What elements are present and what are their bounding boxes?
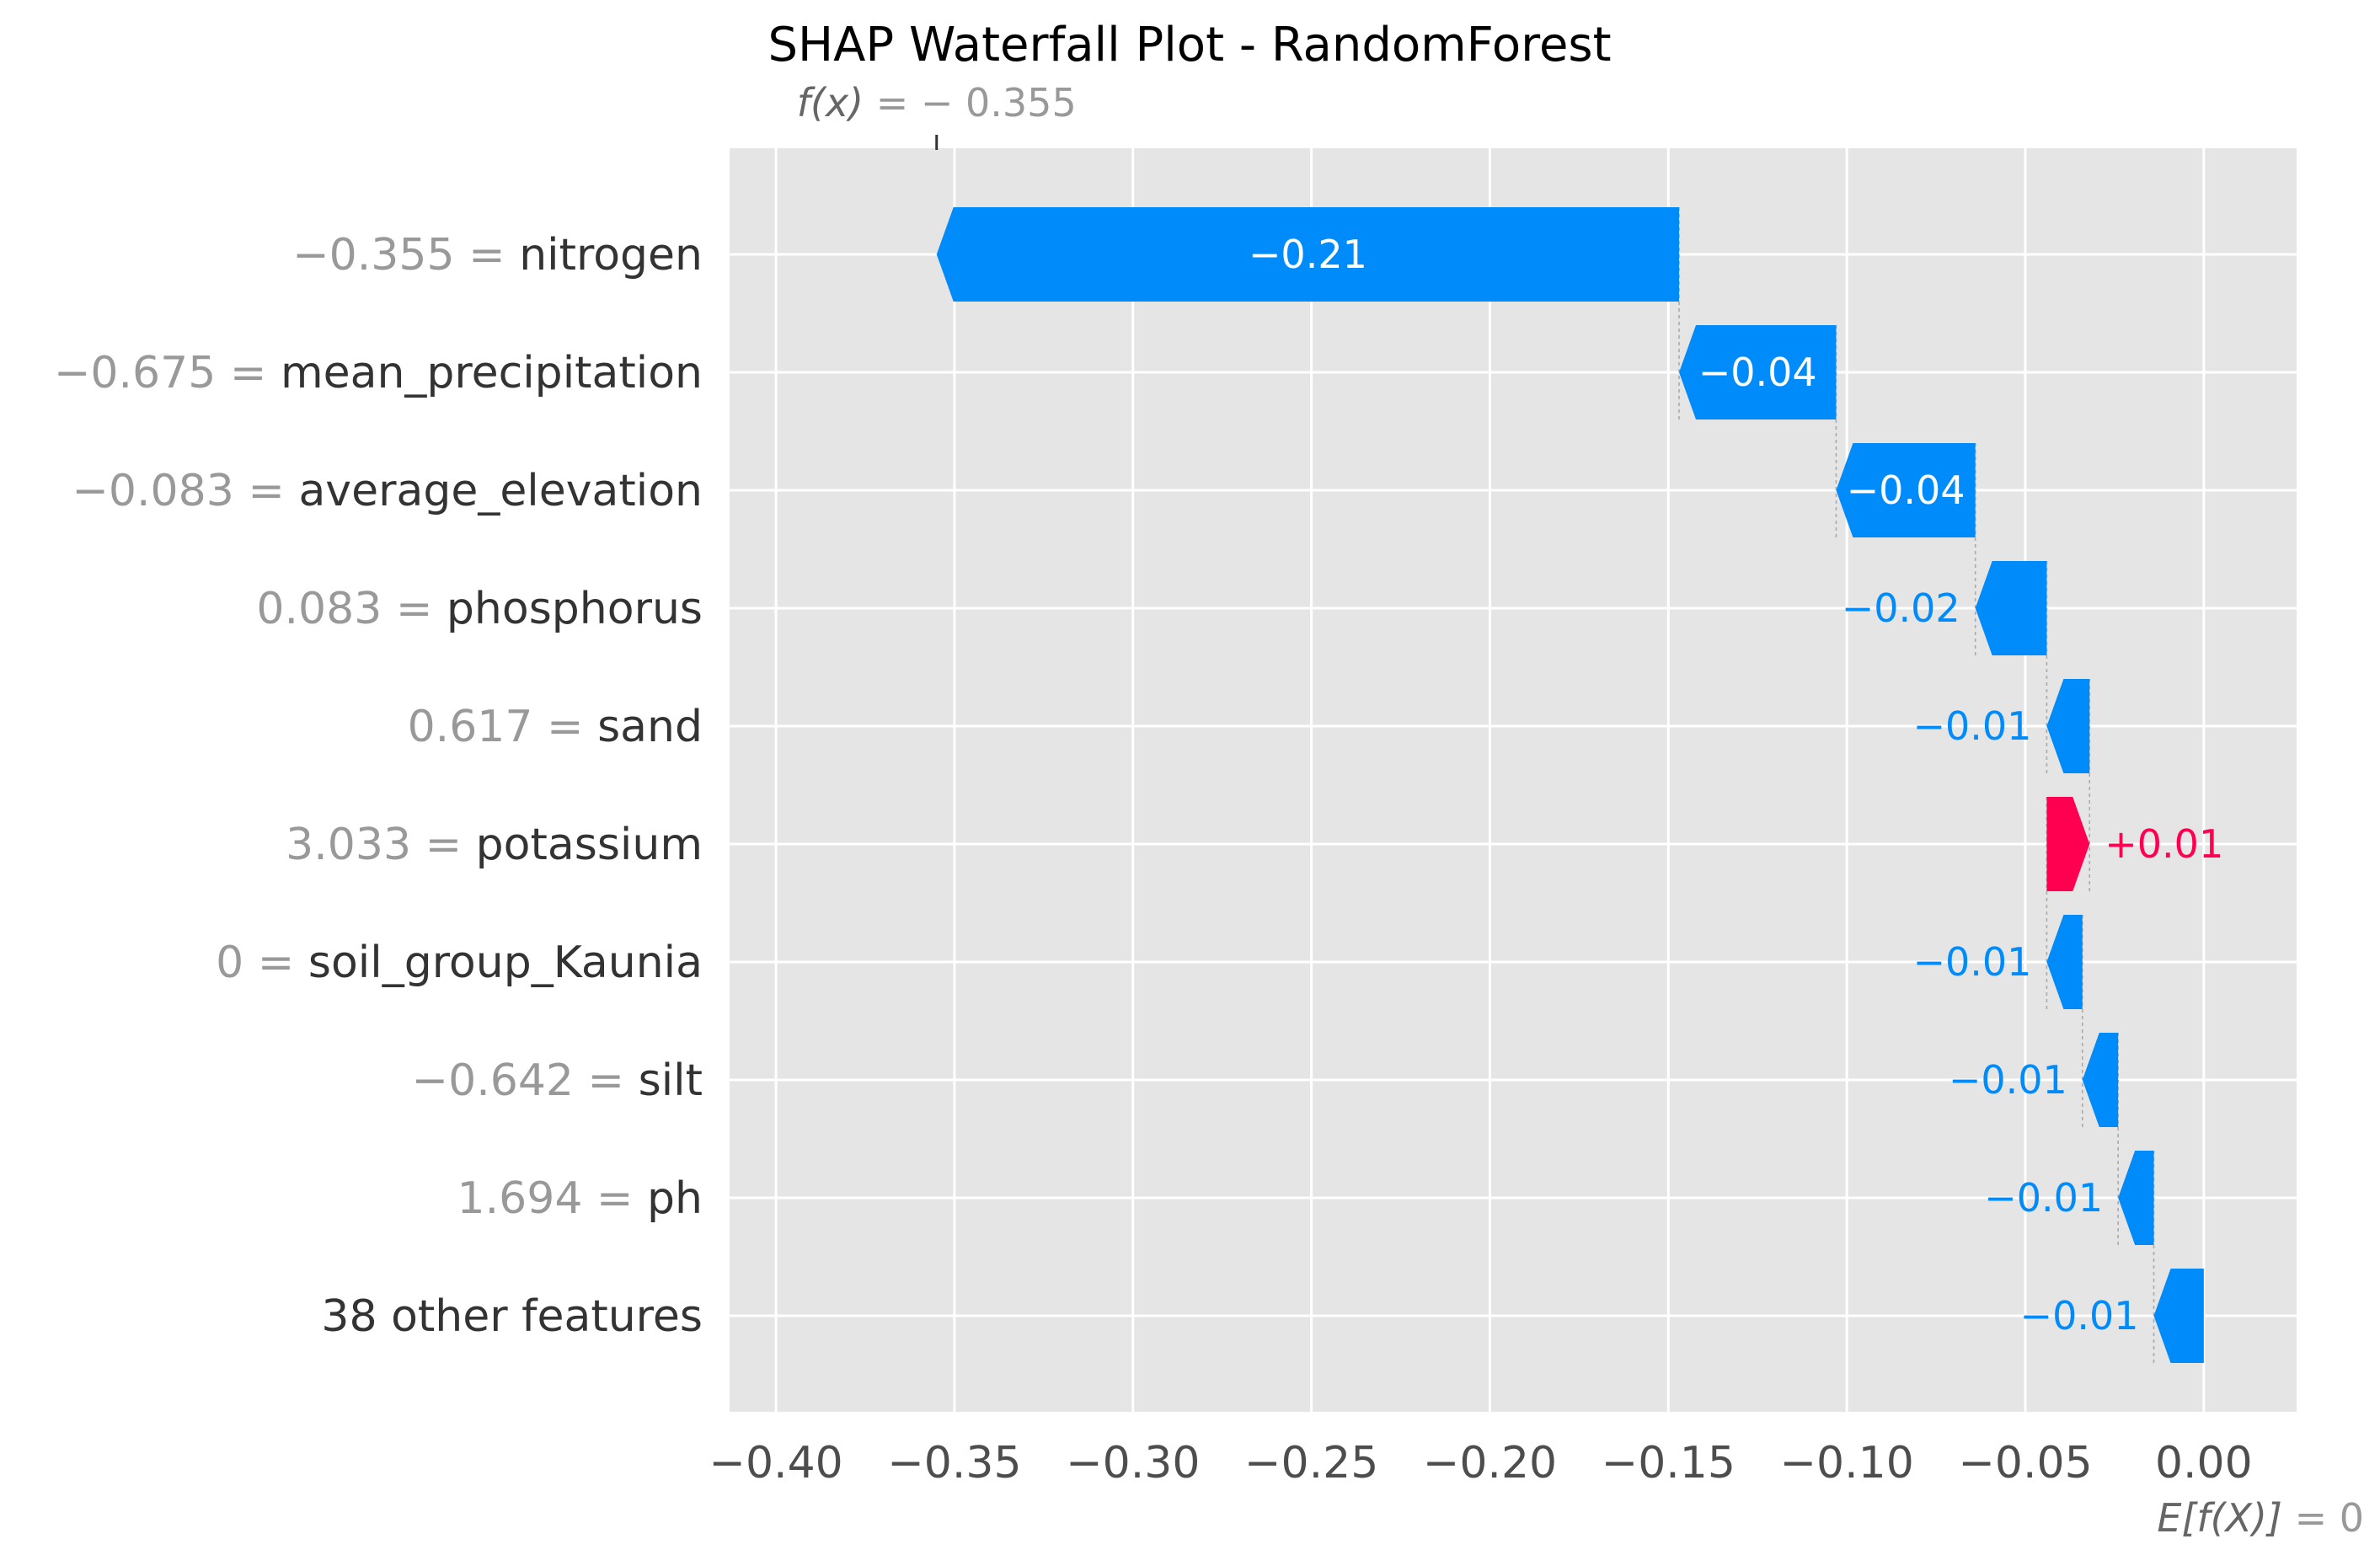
waterfall-bar [2082, 1033, 2119, 1127]
feature-name: soil_group_Kaunia [308, 938, 703, 988]
feature-label: −0.083 = average_elevation [72, 466, 703, 516]
bar-value-label: −0.02 [1842, 585, 1960, 631]
waterfall-bar [2046, 797, 2090, 891]
bar-value-label: −0.21 [1249, 232, 1367, 277]
bar-value-label: +0.01 [2105, 821, 2223, 867]
feature-label: 3.033 = potassium [286, 820, 703, 870]
fx-value: = − 0.355 [876, 80, 1077, 126]
expected-value: = 0 [2295, 1495, 2364, 1541]
x-tick-label: −0.40 [709, 1438, 842, 1488]
expected-value-label: E[f(X)] = 0 [2157, 1495, 2364, 1541]
feature-name: silt [639, 1055, 703, 1106]
feature-name: phosphorus [447, 584, 703, 634]
waterfall-bar [2046, 679, 2090, 773]
feature-label: −0.675 = mean_precipitation [54, 348, 703, 398]
expected-value-symbol: E[f(X)] [2157, 1495, 2294, 1541]
waterfall-bar [2046, 915, 2083, 1009]
plot-background [730, 148, 2297, 1412]
waterfall-bar [1836, 443, 1976, 537]
fx-symbol: f(x) [797, 80, 876, 126]
feature-name: average_elevation [298, 466, 703, 516]
bar-value-label: −0.01 [1949, 1057, 2067, 1103]
x-tick-label: 0.00 [2155, 1438, 2253, 1488]
waterfall-bar [1679, 325, 1837, 419]
bar-value-label: −0.01 [1912, 939, 2031, 985]
feature-value: 3.033 = [286, 820, 476, 870]
waterfall-bar [2118, 1151, 2154, 1245]
feature-label: 0 = soil_group_Kaunia [216, 938, 703, 988]
feature-label: 0.083 = phosphorus [256, 584, 703, 634]
feature-name: ph [647, 1173, 703, 1224]
bar-value-label: −0.01 [1984, 1175, 2103, 1221]
feature-name: 38 other features [321, 1291, 703, 1342]
waterfall-bar [936, 207, 1680, 302]
x-tick-label: −0.05 [1958, 1438, 2092, 1488]
feature-name: nitrogen [519, 230, 703, 281]
fx-label: f(x) = − 0.355 [797, 80, 1077, 126]
feature-label: 38 other features [321, 1291, 703, 1342]
feature-value: 0 = [216, 938, 308, 988]
bar-value-label: −0.04 [1698, 350, 1817, 395]
plot-area: −0.21 −0.355 = nitrogen −0.04 −0.675 = mean… [54, 80, 2364, 1541]
bar-value-label: −0.01 [2020, 1293, 2139, 1339]
feature-value: −0.675 = [54, 348, 281, 398]
x-tick-label: −0.15 [1602, 1438, 1736, 1488]
x-tick-label: −0.35 [887, 1438, 1021, 1488]
waterfall-bar [1975, 561, 2047, 655]
feature-label: 0.617 = sand [408, 702, 703, 752]
waterfall-bar [2153, 1269, 2204, 1363]
x-tick-label: −0.25 [1244, 1438, 1378, 1488]
bar-value-label: −0.04 [1847, 468, 1966, 513]
chart-title: SHAP Waterfall Plot - RandomForest [767, 18, 1611, 72]
feature-value: −0.355 = [292, 230, 519, 281]
bar-value-label: −0.01 [1912, 703, 2031, 749]
feature-name: sand [597, 702, 703, 752]
x-tick-label: −0.20 [1423, 1438, 1557, 1488]
feature-value: 1.694 = [457, 1173, 648, 1224]
feature-label: −0.642 = silt [412, 1055, 703, 1106]
x-tick-label: −0.30 [1066, 1438, 1200, 1488]
feature-name: potassium [476, 820, 703, 870]
feature-value: 0.617 = [408, 702, 598, 752]
feature-value: 0.083 = [256, 584, 447, 634]
feature-name: mean_precipitation [281, 348, 703, 398]
feature-label: −0.355 = nitrogen [292, 230, 703, 281]
x-tick-label: −0.10 [1779, 1438, 1913, 1488]
feature-value: −0.642 = [412, 1055, 639, 1106]
feature-value: −0.083 = [72, 466, 298, 516]
feature-label: 1.694 = ph [457, 1173, 703, 1224]
